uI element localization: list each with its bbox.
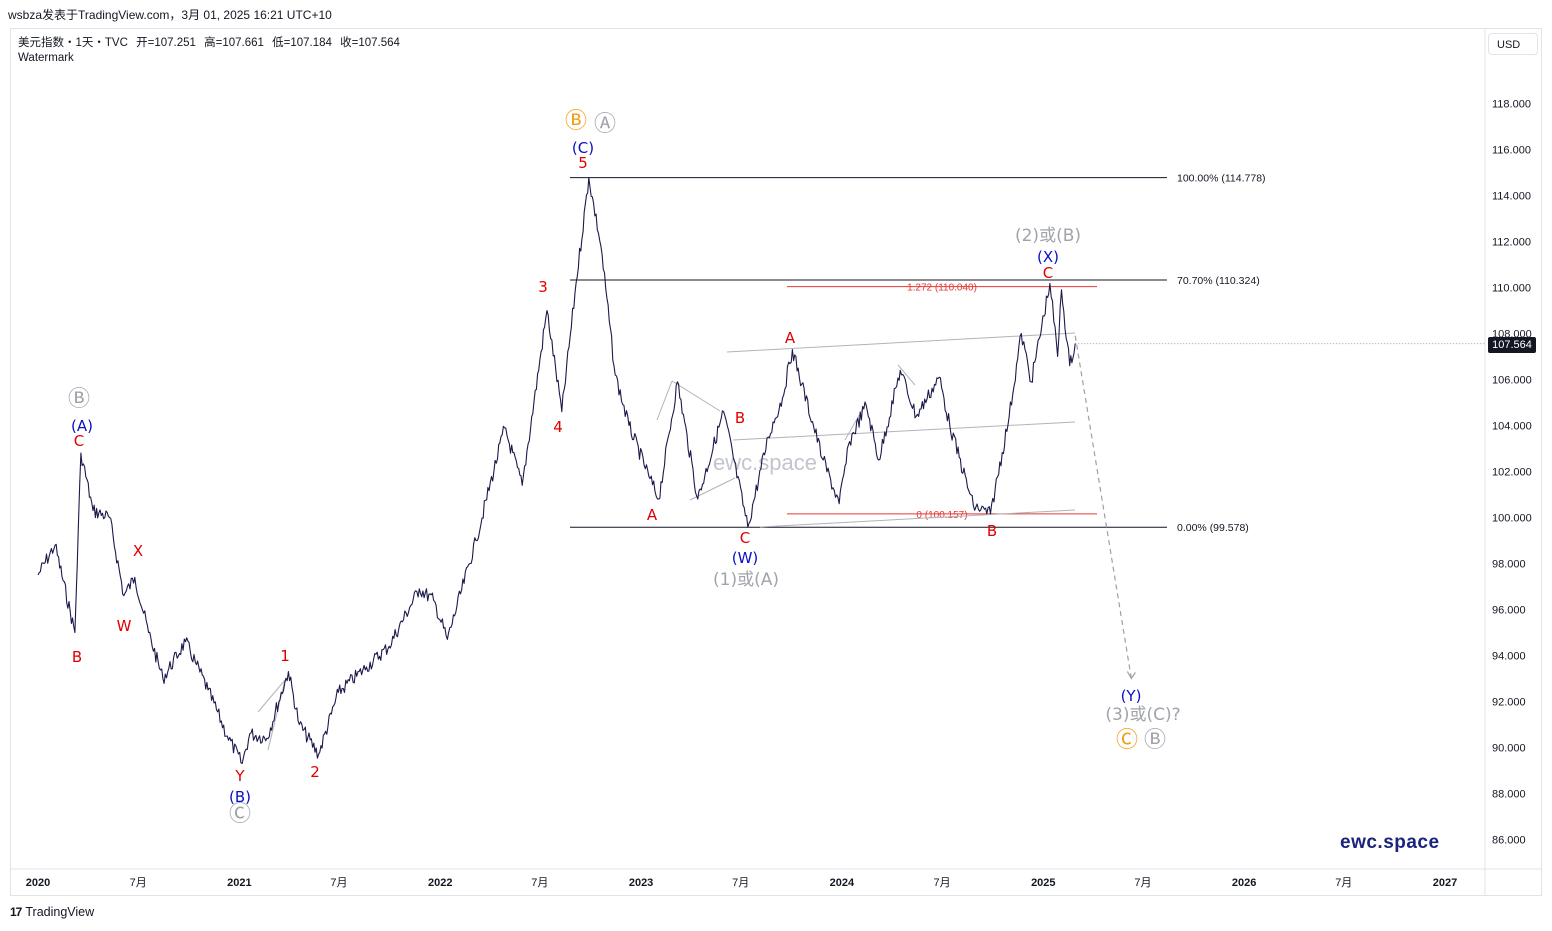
wave-label: B [987,522,997,540]
y-tick-label: 100.000 [1492,513,1532,525]
trend-line [257,679,286,713]
trend-line [671,380,721,412]
wave-label: (X) [1037,248,1059,266]
brand-watermark: ewc.space [1340,832,1440,853]
fib-extension-label: 1.272 (110.040) [907,283,977,294]
open-value: 开=107.251 [136,37,196,49]
x-tick-label: 7月 [1134,877,1151,889]
wave-label: 3 [538,278,548,296]
wave-label: B [735,409,745,427]
y-tick-label: 106.000 [1492,375,1532,387]
wave-label: Ⓑ [1144,728,1166,753]
wave-label: (B) [229,788,251,806]
y-tick-label: 98.000 [1492,559,1526,571]
x-tick-label: 2023 [629,877,653,889]
wave-label: C [1043,264,1053,282]
x-tick-label: 2021 [227,877,251,889]
projection-arrow-head [1126,671,1136,680]
watermark-label: Watermark [18,52,74,64]
x-tick-label: 2022 [428,877,452,889]
wave-label: 2 [310,763,320,781]
wave-label: C [740,529,750,547]
currency-button[interactable]: USD [1488,33,1538,55]
wave-label: (A) [71,417,93,435]
x-tick-label: 7月 [934,877,951,889]
wave-label: Y [234,767,245,785]
trend-line [267,679,286,751]
y-tick-label: 88.000 [1492,789,1526,801]
fib-retracement-label: 70.70% (110.324) [1177,275,1260,287]
footer[interactable]: 17 TradingView [10,905,94,919]
x-tick-label: 7月 [330,877,347,889]
wave-label: (2)或(B) [1015,226,1081,246]
wave-label: Ⓒ [229,802,251,827]
close-value: 收=107.564 [340,37,400,49]
fib-extension-label: 0 (100.157) [916,510,967,521]
wave-label: 5 [578,154,588,172]
wave-label: Ⓑ [68,387,90,412]
y-tick-label: 96.000 [1492,605,1526,617]
y-tick-label: 112.000 [1492,237,1531,249]
y-tick-label: 90.000 [1492,743,1526,755]
trend-line [732,421,1076,441]
y-tick-label: 104.000 [1492,421,1532,433]
wave-label: Ⓑ [565,109,587,134]
y-tick-label: 86.000 [1492,835,1526,847]
y-tick-label: 94.000 [1492,651,1526,663]
trend-line [726,332,1076,353]
x-tick-label: 7月 [130,877,147,889]
publisher-header: wsbza发表于TradingView.com，3月 01, 2025 16:2… [8,8,332,22]
y-tick-label: 116.000 [1492,145,1531,157]
wave-label: A [647,506,658,524]
x-tick-label: 2027 [1433,877,1457,889]
wave-label: (1)或(A) [713,570,779,590]
wave-label: X [133,542,143,560]
price-series-line [37,177,1076,765]
projection-arrow [1074,335,1132,679]
y-tick-label: 118.000 [1492,99,1531,111]
trend-line [689,477,736,501]
wave-label: C [74,432,84,450]
wave-label: (Y) [1121,687,1142,705]
y-tick-label: 110.000 [1492,283,1531,295]
wave-label: (3)或(C)? [1105,705,1180,725]
wave-label: (W) [732,549,759,567]
trend-line [656,380,673,421]
wave-label: 1 [280,647,290,665]
trend-line [897,364,916,386]
last-price-tag: 107.564 [1488,337,1536,353]
wave-label: A [785,329,796,347]
low-value: 低=107.184 [272,37,332,49]
x-tick-label: 7月 [732,877,749,889]
symbol-name[interactable]: 美元指数・1天・TVC [18,37,128,49]
fib-retracement-label: 0.00% (99.578) [1177,522,1249,534]
x-tick-label: 7月 [1335,877,1352,889]
wave-label: Ⓐ [594,112,616,137]
x-tick-label: 7月 [531,877,548,889]
wave-label: (C) [572,139,594,157]
y-tick-label: 92.000 [1492,697,1526,709]
x-tick-label: 2020 [26,877,50,889]
wave-label: Ⓒ [1116,728,1138,753]
x-tick-label: 2024 [830,877,855,889]
wave-label: W [117,617,132,635]
chart-frame [10,28,1542,896]
fib-retracement-label: 100.00% (114.778) [1177,173,1266,185]
x-tick-label: 2026 [1232,877,1256,889]
symbol-legend: 美元指数・1天・TVC 开=107.251 高=107.661 低=107.18… [18,34,405,50]
x-tick-label: 2025 [1031,877,1055,889]
wave-label: B [72,648,82,666]
footer-label: TradingView [25,905,95,919]
y-tick-label: 114.000 [1492,191,1531,203]
wave-label: 4 [553,418,563,436]
trend-line [759,509,1076,528]
high-value: 高=107.661 [204,37,264,49]
y-tick-label: 102.000 [1492,467,1532,479]
tradingview-logo-icon: 17 [10,905,22,919]
